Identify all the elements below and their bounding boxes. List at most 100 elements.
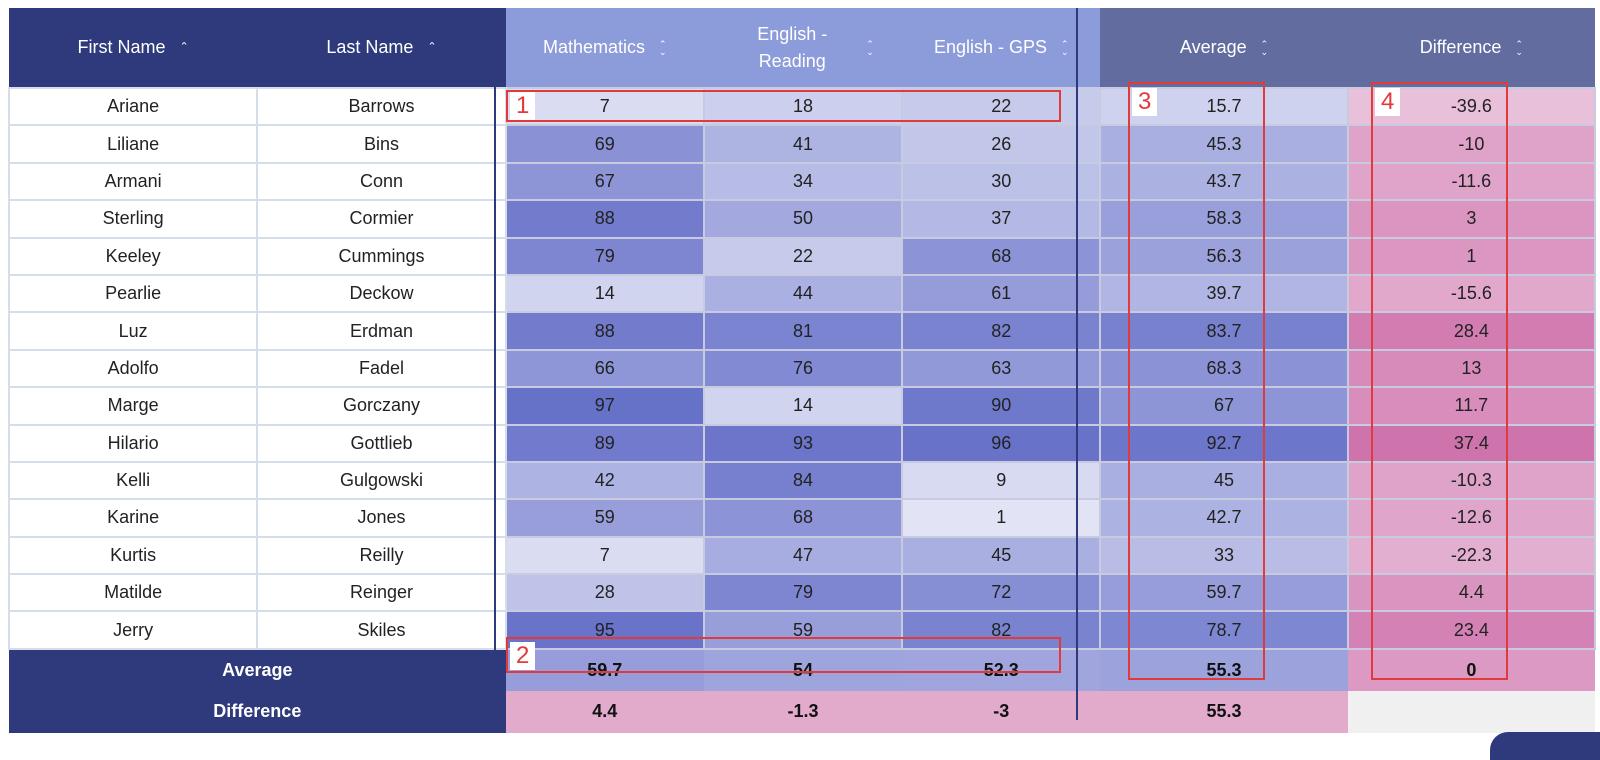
footer-average-label: Average <box>9 648 506 691</box>
cell-last: Erdman <box>256 311 507 351</box>
sort-asc-icon[interactable]: ⌃ <box>427 41 437 53</box>
cell-gps: 63 <box>901 348 1102 389</box>
col-header-average[interactable]: Average ⌃ ⌄ <box>1100 8 1348 88</box>
annotation-label-4: 4 <box>1375 88 1401 116</box>
table-row[interactable]: Hilario Gottlieb 89 93 96 92.7 37.4 <box>7 423 1597 463</box>
cell-last: Fadel <box>256 348 507 389</box>
table-row[interactable]: Karine Jones 59 68 1 42.7 -12.6 <box>7 498 1597 538</box>
divider-line <box>1076 8 1078 720</box>
cell-read: 22 <box>702 236 904 276</box>
cell-diff: -10.3 <box>1346 460 1597 501</box>
sort-asc-icon[interactable]: ⌃ <box>179 41 189 53</box>
cell-diff: 11.7 <box>1346 386 1597 426</box>
cell-gps: 61 <box>901 273 1102 314</box>
cell-diff: 1 <box>1346 236 1597 276</box>
cell-first: Keeley <box>7 236 259 276</box>
cell-last: Reinger <box>256 573 507 613</box>
cell-first: Jerry <box>7 610 259 650</box>
cell-diff: 23.4 <box>1346 610 1597 650</box>
cell-read: 68 <box>702 498 904 538</box>
table-row[interactable]: Ariane Barrows 7 18 22 15.7 -39.6 <box>7 86 1597 127</box>
table-row[interactable]: Kelli Gulgowski 42 84 9 45 -10.3 <box>7 460 1597 501</box>
table-row[interactable]: Kurtis Reilly 7 47 45 33 -22.3 <box>7 535 1597 576</box>
table-row[interactable]: Armani Conn 67 34 30 43.7 -11.6 <box>7 161 1597 202</box>
col-header-label: First Name <box>77 37 166 57</box>
cell-last: Jones <box>256 498 507 538</box>
cell-gps: 9 <box>901 460 1102 501</box>
footer-difference-row: Difference 4.4 -1.3 -3 55.3 <box>9 690 1595 733</box>
col-header-english-reading[interactable]: English - Reading ⌃ ⌄ <box>703 8 903 88</box>
divider-line <box>494 8 496 720</box>
col-header-label: Average <box>1179 37 1247 57</box>
cell-math: 42 <box>504 460 705 501</box>
cell-avg: 67 <box>1099 386 1349 426</box>
table-row[interactable]: Liliane Bins 69 41 26 45.3 -10 <box>7 124 1597 164</box>
table-row[interactable]: Pearlie Deckow 14 44 61 39.7 -15.6 <box>7 273 1597 314</box>
col-header-first-name[interactable]: First Name ⌃ <box>9 8 258 88</box>
cell-math: 7 <box>504 535 705 576</box>
cell-math: 88 <box>504 311 705 351</box>
table-row[interactable]: Luz Erdman 88 81 82 83.7 28.4 <box>7 311 1597 351</box>
cell-read: 14 <box>702 386 904 426</box>
cell-gps: 30 <box>901 161 1102 202</box>
col-header-label: Last Name <box>326 37 414 57</box>
cell-first: Marge <box>7 386 259 426</box>
cell-read: 76 <box>702 348 904 389</box>
sort-icon[interactable]: ⌃ ⌄ <box>1260 38 1269 57</box>
annotation-label-3: 3 <box>1132 88 1158 116</box>
cell-gps: 82 <box>901 311 1102 351</box>
cell-math: 97 <box>504 386 705 426</box>
cell-read: 79 <box>702 573 904 613</box>
col-header-mathematics[interactable]: Mathematics ⌃ ⌄ <box>505 8 704 88</box>
annotation-label-2: 2 <box>510 642 536 670</box>
footer-diff-math: 4.4 <box>505 690 704 733</box>
cell-last: Barrows <box>256 86 507 127</box>
table-row[interactable]: Jerry Skiles 95 59 82 78.7 23.4 <box>7 610 1597 650</box>
cell-diff: -12.6 <box>1346 498 1597 538</box>
cell-read: 47 <box>702 535 904 576</box>
cell-math: 66 <box>504 348 705 389</box>
cell-avg: 42.7 <box>1099 498 1349 538</box>
cell-gps: 72 <box>901 573 1102 613</box>
table-row[interactable]: Keeley Cummings 79 22 68 56.3 1 <box>7 236 1597 276</box>
cell-math: 59 <box>504 498 705 538</box>
cell-avg: 58.3 <box>1099 199 1349 239</box>
sort-icon[interactable]: ⌃ ⌄ <box>866 38 874 57</box>
table-row[interactable]: Matilde Reinger 28 79 72 59.7 4.4 <box>7 573 1597 613</box>
cell-first: Luz <box>7 311 259 351</box>
cell-gps: 90 <box>901 386 1102 426</box>
cell-diff: -15.6 <box>1346 273 1597 314</box>
cell-read: 34 <box>702 161 904 202</box>
cell-math: 67 <box>504 161 705 202</box>
cell-math: 95 <box>504 610 705 650</box>
cell-last: Skiles <box>256 610 507 650</box>
col-header-last-name[interactable]: Last Name ⌃ <box>257 8 506 88</box>
cell-math: 28 <box>504 573 705 613</box>
grades-table-container: First Name ⌃ Last Name ⌃ Mathematics ⌃ ⌄ Eng… <box>7 8 1600 760</box>
header-row: First Name ⌃ Last Name ⌃ Mathematics ⌃ ⌄ Eng… <box>9 8 1595 88</box>
footer-avg-average: 55.3 <box>1100 648 1348 691</box>
corner-tab <box>1490 732 1600 760</box>
col-header-english-gps[interactable]: English - GPS ⌃ ⌄ <box>902 8 1101 88</box>
grades-table: First Name ⌃ Last Name ⌃ Mathematics ⌃ ⌄ Eng… <box>7 8 1597 733</box>
table-row[interactable]: Sterling Cormier 88 50 37 58.3 3 <box>7 199 1597 239</box>
col-header-difference[interactable]: Difference ⌃ ⌄ <box>1347 8 1595 88</box>
footer-avg-reading: 54 <box>703 648 903 691</box>
sort-icon[interactable]: ⌃ ⌄ <box>1515 38 1523 57</box>
cell-avg: 59.7 <box>1099 573 1349 613</box>
sort-icon[interactable]: ⌃ ⌄ <box>1061 38 1069 57</box>
table-row[interactable]: Adolfo Fadel 66 76 63 68.3 13 <box>7 348 1597 389</box>
cell-first: Hilario <box>7 423 259 463</box>
footer-diff-average: 55.3 <box>1100 690 1348 733</box>
cell-first: Matilde <box>7 573 259 613</box>
table-row[interactable]: Marge Gorczany 97 14 90 67 11.7 <box>7 386 1597 426</box>
cell-last: Cummings <box>256 236 507 276</box>
cell-math: 79 <box>504 236 705 276</box>
cell-math: 69 <box>504 124 705 164</box>
sort-icon[interactable]: ⌃ ⌄ <box>659 38 667 57</box>
cell-avg: 39.7 <box>1099 273 1349 314</box>
cell-math: 89 <box>504 423 705 463</box>
table-footer: Average 59.7 54 52.3 55.3 0 Difference 4… <box>9 648 1595 733</box>
cell-read: 41 <box>702 124 904 164</box>
cell-first: Karine <box>7 498 259 538</box>
